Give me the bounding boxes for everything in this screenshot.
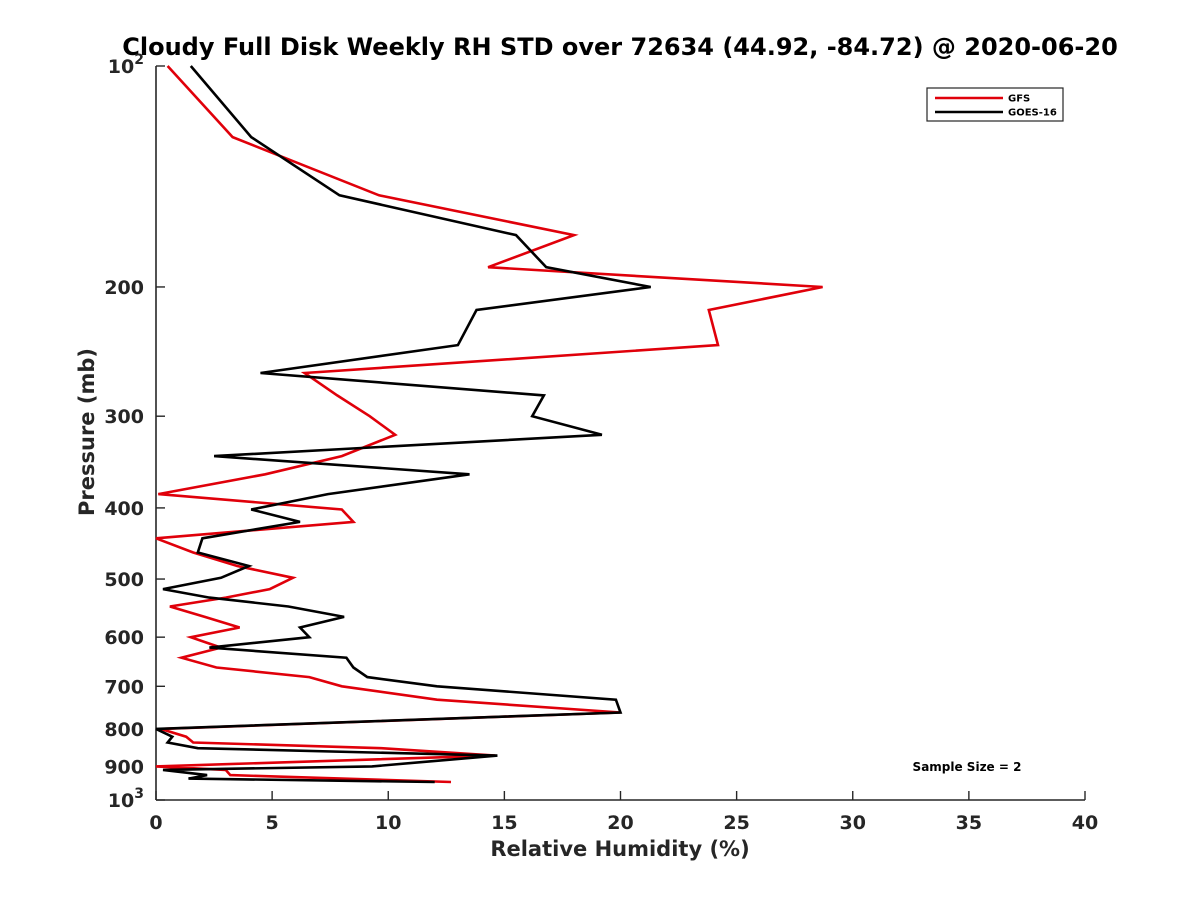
x-tick-label-0: 0	[149, 812, 162, 834]
legend-label-goes-16: GOES-16	[1008, 108, 1057, 119]
x-tick-label-40: 40	[1072, 812, 1098, 834]
y-tick-label-700: 700	[104, 676, 144, 698]
y-tick-label-100: 102	[108, 52, 144, 78]
x-tick-label-20: 20	[607, 812, 633, 834]
y-tick-label-600: 600	[104, 627, 144, 649]
y-tick-label-900: 900	[104, 756, 144, 778]
y-tick-label-500: 500	[104, 569, 144, 591]
y-tick-label-300: 300	[104, 406, 144, 428]
x-tick-label-25: 25	[723, 812, 749, 834]
legend-label-gfs: GFS	[1008, 94, 1030, 105]
legend: GFS GOES-16	[926, 87, 1064, 122]
chart-title: Cloudy Full Disk Weekly RH STD over 7263…	[122, 33, 1118, 61]
plot-area: 0 5 10 15 20 25 30 35 40 102 200 300 400 500 600 700 800…	[104, 52, 1098, 834]
y-tick-label-200: 200	[104, 277, 144, 299]
x-tick-label-15: 15	[491, 812, 517, 834]
legend-box	[926, 87, 1064, 122]
x-tick-label-10: 10	[375, 812, 401, 834]
series-line-gfs	[155, 65, 823, 784]
sample-size-annotation: Sample Size = 2	[913, 760, 1022, 774]
x-tick-label-5: 5	[266, 812, 279, 834]
y-tick-label-800: 800	[104, 719, 144, 741]
series-line-goes-16	[155, 65, 651, 784]
y-tick-label-400: 400	[104, 498, 144, 520]
x-axis-label: Relative Humidity (%)	[490, 837, 749, 861]
x-tick-label-35: 35	[956, 812, 982, 834]
x-tick-label-30: 30	[840, 812, 866, 834]
y-tick-label-1000: 103	[108, 786, 144, 812]
y-axis-label: Pressure (mb)	[75, 348, 99, 516]
